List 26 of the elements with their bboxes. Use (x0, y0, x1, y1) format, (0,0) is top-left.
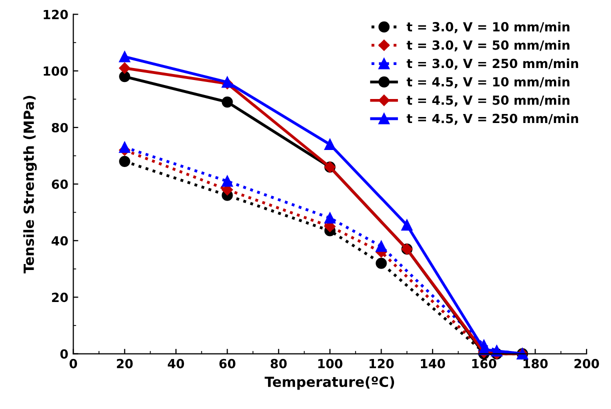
legend-label: t = 4.5, V = 250 mm/min (406, 114, 578, 125)
x-tick-label: 120 (370, 358, 394, 368)
legend-label: t = 4.5, V = 10 mm/min (406, 76, 570, 88)
x-tick-label: 160 (472, 358, 496, 368)
x-tick-label: 180 (524, 358, 548, 368)
x-tick-label: 0 (70, 358, 78, 368)
x-axis-title: Temperature(ºC) (264, 376, 394, 390)
x-tick-label: 80 (270, 358, 287, 368)
y-tick-label: 20 (52, 292, 68, 302)
x-tick-label: 20 (116, 358, 133, 368)
y-tick-label: 60 (52, 180, 68, 189)
y-axis-title: Tensile Strength (MPa) (23, 96, 37, 274)
x-tick-label: 40 (168, 358, 184, 368)
x-tick-label: 100 (318, 358, 342, 368)
x-tick-label: 60 (219, 358, 236, 368)
x-tick-label: 140 (420, 358, 446, 368)
legend-label: t = 4.5, V = 50 mm/min (406, 95, 570, 106)
legend-label: t = 3.0, V = 250 mm/min (406, 58, 578, 70)
x-tick-label: 200 (574, 358, 600, 368)
legend-label: t = 3.0, V = 10 mm/min (406, 22, 570, 34)
legend-label: t = 3.0, V = 50 mm/min (406, 40, 570, 52)
y-tick-label: 80 (52, 122, 68, 132)
y-tick-label: 0 (60, 349, 68, 359)
y-tick-label: 100 (44, 66, 68, 76)
y-tick-label: 40 (52, 236, 68, 246)
y-tick-label: 120 (44, 10, 68, 20)
